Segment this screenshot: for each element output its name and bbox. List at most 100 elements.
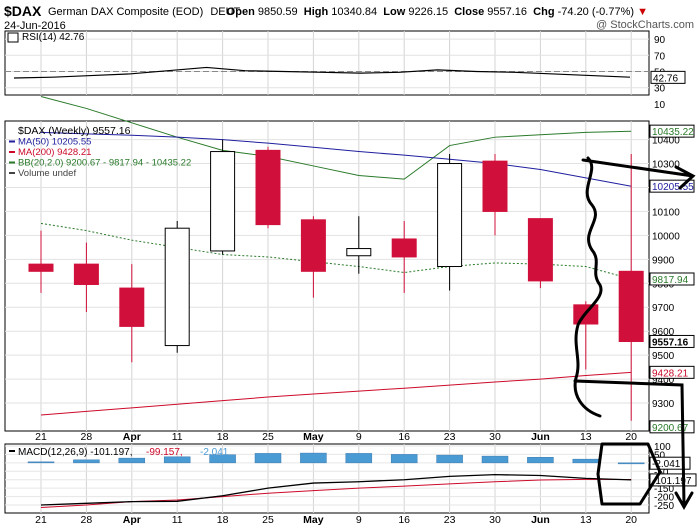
macd-histogram-bar	[572, 458, 600, 464]
open-label: Open	[226, 6, 255, 18]
macd-value-label: -101.197	[652, 476, 692, 487]
high-label: High	[303, 6, 329, 18]
low-value: 9226.15	[408, 6, 449, 18]
chg-value: -74.20 (-0.77%)	[557, 6, 635, 18]
macd-legend-c: -2.041	[200, 447, 229, 458]
macd-histogram-bar	[345, 453, 373, 464]
macd-histogram-bar	[163, 456, 191, 464]
macd-legend-b: -99.157,	[146, 447, 183, 458]
x-tick-label: 25	[262, 431, 274, 443]
price-value-tag	[649, 179, 695, 193]
rsi-tick-label: 70	[654, 51, 666, 62]
candle-body	[300, 219, 326, 272]
macd-panel-frame	[4, 443, 650, 514]
price-value-tag	[649, 272, 695, 286]
candle-body	[618, 270, 644, 342]
price-tick-label: 10000	[652, 231, 680, 242]
price-legend-entry: MA(50) 10205.55	[18, 137, 91, 148]
x-tick-label: 13	[580, 514, 592, 526]
macd-histogram-bar	[254, 453, 282, 464]
rsi-value-label: 42.76	[653, 73, 678, 84]
x-tick-label: 30	[489, 431, 501, 443]
macd-tick-label: -250	[654, 501, 674, 512]
candle-body	[255, 149, 281, 226]
x-tick-label: 30	[489, 514, 501, 526]
rsi-legend: RSI(14) 42.76	[22, 32, 85, 43]
price-tick-label: 9600	[652, 327, 675, 338]
price-value-tag	[649, 365, 695, 379]
price-value-tag	[649, 334, 695, 348]
candle-body	[164, 227, 190, 347]
x-tick-label: 11	[172, 514, 183, 526]
ma200-line	[40, 371, 632, 416]
ticker-fullname: German DAX Composite (EOD)	[48, 6, 204, 18]
price-value-label: 9557.16	[652, 337, 689, 348]
candle-body	[119, 287, 145, 327]
macd-histogram-bar	[617, 462, 645, 465]
price-value-label: 9428.21	[652, 368, 689, 379]
candle-body	[28, 263, 54, 272]
macd-tick-label: -150	[654, 484, 674, 495]
x-tick-label: 28	[81, 514, 93, 526]
annotation-arrow-lower	[573, 379, 694, 511]
x-tick-label: 16	[398, 514, 410, 526]
macd-tick-label: -50	[654, 467, 669, 478]
price-tick-label: 9900	[652, 255, 675, 266]
close-value: 9557.16	[487, 6, 528, 18]
x-tick-label: May	[303, 514, 324, 526]
x-tick-label: 20	[625, 514, 637, 526]
x-tick-label: Jun	[531, 514, 550, 526]
x-tick-label: Jun	[531, 431, 550, 443]
candle-body	[346, 248, 372, 257]
annotation-arrow-upper	[581, 158, 696, 190]
rsi-panel-frame	[4, 30, 650, 96]
x-tick-label: 21	[35, 431, 47, 443]
price-tick-label: 10300	[652, 160, 680, 171]
x-tick-label: 9	[356, 431, 362, 443]
x-tick-label: 11	[172, 431, 183, 443]
macd-histogram-bar	[73, 459, 100, 464]
price-tick-label: 10400	[652, 136, 680, 147]
price-legend-entry: $DAX (Weekly) 9557.16	[18, 125, 131, 137]
macd-tick-label: 50	[654, 450, 666, 461]
macd-histogram-bar	[27, 461, 55, 464]
chart-date: 24-Jun-2016	[4, 20, 66, 32]
macd-tick-label: -200	[654, 493, 674, 504]
macd-legend-a: MACD(12,26,9) -101.197,	[18, 447, 133, 458]
ma50-line	[40, 131, 632, 187]
macd-histogram-bar	[390, 454, 418, 464]
price-value-label: 9817.94	[652, 275, 689, 286]
price-legend-entry: MA(200) 9428.21	[18, 147, 91, 158]
macd-histogram-bar	[481, 455, 509, 464]
price-legend-entry: BB(20,2.0) 9200.67 - 9817.94 - 10435.22	[18, 158, 191, 169]
x-tick-label: 20	[625, 431, 637, 443]
macd-histogram-bar	[436, 454, 463, 464]
price-tick-label: 9700	[652, 303, 675, 314]
rsi-legend-icon	[7, 32, 19, 43]
chg-label: Chg	[533, 6, 555, 18]
price-tick-label: 9300	[652, 399, 675, 410]
price-value-tag	[649, 124, 695, 138]
x-tick-label: 23	[444, 514, 456, 526]
x-tick-label: 13	[580, 431, 592, 443]
rsi-line	[13, 66, 631, 79]
ohlc-summary: Open 9850.59 High 10340.84 Low 9226.15 C…	[227, 6, 648, 18]
macd-hist-value-tag	[649, 456, 691, 470]
x-tick-label: 23	[444, 431, 456, 443]
candle-body	[437, 163, 463, 268]
candle-body	[527, 218, 553, 282]
close-label: Close	[454, 6, 485, 18]
price-value-label: 9200.67	[652, 423, 689, 434]
macd-histogram-bar	[300, 452, 327, 464]
macd-line	[40, 474, 632, 506]
macd-histogram-bar	[118, 457, 146, 464]
price-tick-label: 9400	[652, 375, 675, 386]
x-tick-label: 25	[262, 514, 274, 526]
macd-hist-value-label: -2.041	[652, 459, 681, 470]
ticker-exchange: DEUT	[210, 6, 241, 18]
ticker-symbol: $DAX	[4, 3, 42, 19]
annotation-box	[596, 442, 662, 506]
x-tick-label: May	[303, 431, 324, 443]
price-value-label: 10435.22	[652, 127, 694, 138]
